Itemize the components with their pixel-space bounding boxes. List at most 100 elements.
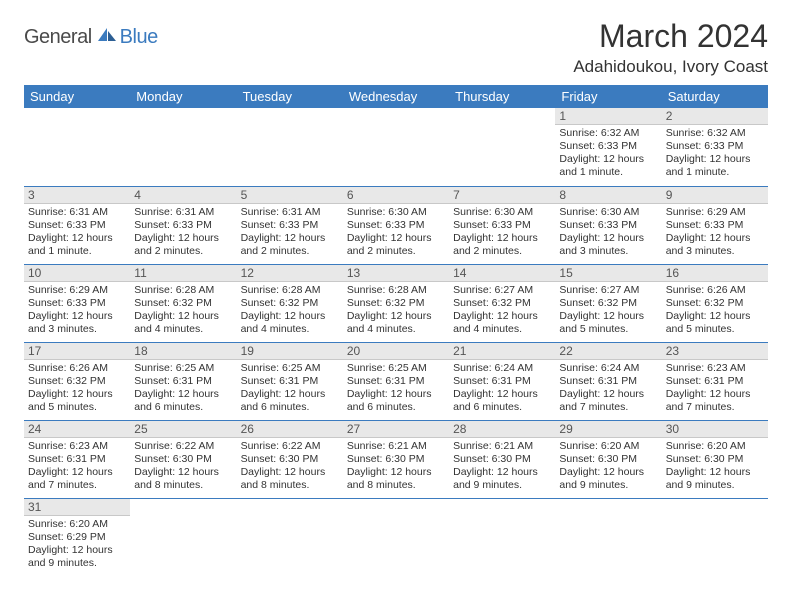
calendar-cell: 10Sunrise: 6:29 AMSunset: 6:33 PMDayligh… — [24, 264, 130, 342]
sunset-text: Sunset: 6:33 PM — [453, 219, 551, 232]
calendar-cell — [449, 498, 555, 576]
sunrise-text: Sunrise: 6:20 AM — [28, 518, 126, 531]
daylight-text: Daylight: 12 hours and 9 minutes. — [559, 466, 657, 492]
empty-cell — [449, 499, 555, 515]
calendar-cell: 23Sunrise: 6:23 AMSunset: 6:31 PMDayligh… — [662, 342, 768, 420]
day-number: 18 — [130, 343, 236, 360]
day-details: Sunrise: 6:31 AMSunset: 6:33 PMDaylight:… — [24, 204, 130, 263]
sunrise-text: Sunrise: 6:25 AM — [241, 362, 339, 375]
day-details: Sunrise: 6:31 AMSunset: 6:33 PMDaylight:… — [130, 204, 236, 263]
day-number: 15 — [555, 265, 661, 282]
empty-cell — [130, 108, 236, 124]
day-details: Sunrise: 6:32 AMSunset: 6:33 PMDaylight:… — [662, 125, 768, 184]
sunset-text: Sunset: 6:33 PM — [241, 219, 339, 232]
sunset-text: Sunset: 6:31 PM — [666, 375, 764, 388]
sunset-text: Sunset: 6:33 PM — [347, 219, 445, 232]
sunset-text: Sunset: 6:30 PM — [453, 453, 551, 466]
daylight-text: Daylight: 12 hours and 4 minutes. — [347, 310, 445, 336]
calendar-cell — [343, 498, 449, 576]
day-details: Sunrise: 6:29 AMSunset: 6:33 PMDaylight:… — [24, 282, 130, 341]
daylight-text: Daylight: 12 hours and 7 minutes. — [666, 388, 764, 414]
sunset-text: Sunset: 6:33 PM — [559, 140, 657, 153]
sunset-text: Sunset: 6:32 PM — [453, 297, 551, 310]
daylight-text: Daylight: 12 hours and 5 minutes. — [28, 388, 126, 414]
sunrise-text: Sunrise: 6:23 AM — [28, 440, 126, 453]
sunset-text: Sunset: 6:32 PM — [559, 297, 657, 310]
daylight-text: Daylight: 12 hours and 5 minutes. — [559, 310, 657, 336]
calendar-cell: 24Sunrise: 6:23 AMSunset: 6:31 PMDayligh… — [24, 420, 130, 498]
calendar-cell: 11Sunrise: 6:28 AMSunset: 6:32 PMDayligh… — [130, 264, 236, 342]
day-details: Sunrise: 6:23 AMSunset: 6:31 PMDaylight:… — [662, 360, 768, 419]
day-details: Sunrise: 6:20 AMSunset: 6:30 PMDaylight:… — [555, 438, 661, 497]
calendar-cell: 9Sunrise: 6:29 AMSunset: 6:33 PMDaylight… — [662, 186, 768, 264]
calendar-cell — [130, 108, 236, 186]
sunset-text: Sunset: 6:32 PM — [241, 297, 339, 310]
empty-cell — [343, 108, 449, 124]
day-details: Sunrise: 6:20 AMSunset: 6:30 PMDaylight:… — [662, 438, 768, 497]
weekday-header: Tuesday — [237, 85, 343, 108]
sunset-text: Sunset: 6:32 PM — [28, 375, 126, 388]
day-number: 16 — [662, 265, 768, 282]
calendar-cell — [449, 108, 555, 186]
day-number: 28 — [449, 421, 555, 438]
empty-cell — [449, 108, 555, 124]
day-number: 6 — [343, 187, 449, 204]
daylight-text: Daylight: 12 hours and 6 minutes. — [241, 388, 339, 414]
daylight-text: Daylight: 12 hours and 5 minutes. — [666, 310, 764, 336]
weekday-header: Sunday — [24, 85, 130, 108]
daylight-text: Daylight: 12 hours and 9 minutes. — [28, 544, 126, 570]
sunrise-text: Sunrise: 6:28 AM — [241, 284, 339, 297]
calendar-cell: 22Sunrise: 6:24 AMSunset: 6:31 PMDayligh… — [555, 342, 661, 420]
day-details: Sunrise: 6:25 AMSunset: 6:31 PMDaylight:… — [130, 360, 236, 419]
sunset-text: Sunset: 6:30 PM — [559, 453, 657, 466]
day-number: 20 — [343, 343, 449, 360]
sunset-text: Sunset: 6:30 PM — [241, 453, 339, 466]
daylight-text: Daylight: 12 hours and 3 minutes. — [666, 232, 764, 258]
day-details: Sunrise: 6:30 AMSunset: 6:33 PMDaylight:… — [343, 204, 449, 263]
sunrise-text: Sunrise: 6:21 AM — [453, 440, 551, 453]
sunset-text: Sunset: 6:33 PM — [559, 219, 657, 232]
sunrise-text: Sunrise: 6:20 AM — [666, 440, 764, 453]
day-number: 9 — [662, 187, 768, 204]
calendar-row: 10Sunrise: 6:29 AMSunset: 6:33 PMDayligh… — [24, 264, 768, 342]
weekday-header: Friday — [555, 85, 661, 108]
calendar-row: 24Sunrise: 6:23 AMSunset: 6:31 PMDayligh… — [24, 420, 768, 498]
calendar-cell — [237, 498, 343, 576]
day-details: Sunrise: 6:24 AMSunset: 6:31 PMDaylight:… — [449, 360, 555, 419]
header: General Blue March 2024 Adahidoukou, Ivo… — [24, 18, 768, 77]
calendar-cell: 2Sunrise: 6:32 AMSunset: 6:33 PMDaylight… — [662, 108, 768, 186]
empty-cell — [237, 108, 343, 124]
logo-text-blue: Blue — [120, 26, 158, 49]
sunset-text: Sunset: 6:32 PM — [134, 297, 232, 310]
sunrise-text: Sunrise: 6:32 AM — [559, 127, 657, 140]
day-number: 27 — [343, 421, 449, 438]
daylight-text: Daylight: 12 hours and 2 minutes. — [241, 232, 339, 258]
calendar-cell: 4Sunrise: 6:31 AMSunset: 6:33 PMDaylight… — [130, 186, 236, 264]
calendar-cell: 12Sunrise: 6:28 AMSunset: 6:32 PMDayligh… — [237, 264, 343, 342]
empty-cell — [237, 499, 343, 515]
calendar-cell: 13Sunrise: 6:28 AMSunset: 6:32 PMDayligh… — [343, 264, 449, 342]
sunset-text: Sunset: 6:30 PM — [134, 453, 232, 466]
sunset-text: Sunset: 6:30 PM — [347, 453, 445, 466]
weekday-header: Monday — [130, 85, 236, 108]
daylight-text: Daylight: 12 hours and 6 minutes. — [453, 388, 551, 414]
weekday-header: Thursday — [449, 85, 555, 108]
day-details: Sunrise: 6:30 AMSunset: 6:33 PMDaylight:… — [555, 204, 661, 263]
day-number: 1 — [555, 108, 661, 125]
daylight-text: Daylight: 12 hours and 8 minutes. — [241, 466, 339, 492]
daylight-text: Daylight: 12 hours and 3 minutes. — [559, 232, 657, 258]
weekday-header: Wednesday — [343, 85, 449, 108]
calendar-cell: 27Sunrise: 6:21 AMSunset: 6:30 PMDayligh… — [343, 420, 449, 498]
daylight-text: Daylight: 12 hours and 3 minutes. — [28, 310, 126, 336]
day-number: 30 — [662, 421, 768, 438]
daylight-text: Daylight: 12 hours and 1 minute. — [28, 232, 126, 258]
title-block: March 2024 Adahidoukou, Ivory Coast — [573, 18, 768, 77]
daylight-text: Daylight: 12 hours and 2 minutes. — [453, 232, 551, 258]
sunset-text: Sunset: 6:29 PM — [28, 531, 126, 544]
day-details: Sunrise: 6:26 AMSunset: 6:32 PMDaylight:… — [24, 360, 130, 419]
day-number: 2 — [662, 108, 768, 125]
day-details: Sunrise: 6:25 AMSunset: 6:31 PMDaylight:… — [237, 360, 343, 419]
sunrise-text: Sunrise: 6:21 AM — [347, 440, 445, 453]
calendar-row: 31Sunrise: 6:20 AMSunset: 6:29 PMDayligh… — [24, 498, 768, 576]
daylight-text: Daylight: 12 hours and 6 minutes. — [347, 388, 445, 414]
